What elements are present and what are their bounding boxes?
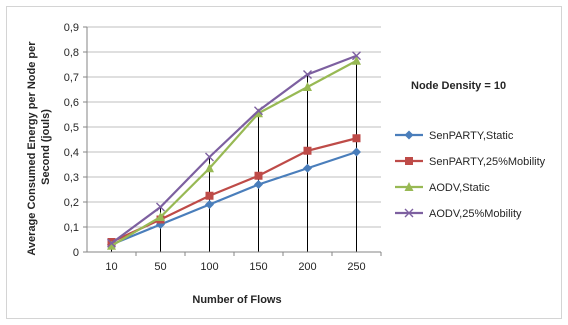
y-axis-title-line-1: Average Consumed Energy per Node per [26, 41, 38, 256]
data-point [205, 163, 214, 173]
data-point [352, 55, 361, 65]
data-point [303, 163, 312, 173]
legend-item: AODV,Static [395, 182, 490, 194]
legend: SenPARTY,Static SenPARTY,25%Mobility AODV,… [395, 130, 546, 220]
drop-lines [111, 55, 357, 252]
data-point [156, 212, 165, 221]
data-point [254, 171, 263, 180]
data-point [205, 152, 214, 162]
x-tick-label: 200 [298, 261, 316, 273]
legend-marker [404, 130, 414, 140]
y-tick-label: 0,4 [64, 147, 79, 159]
series-lines [107, 51, 361, 250]
x-tick-label: 100 [200, 261, 218, 273]
legend-item: SenPARTY,Static [395, 130, 514, 142]
y-axis-title-line-2: Second (jouls) [40, 109, 52, 185]
data-point [303, 70, 312, 79]
y-tick-label: 0,1 [64, 222, 79, 234]
series-line [110, 54, 357, 245]
data-point [303, 146, 312, 155]
legend-label: AODV,25%Mobility [429, 208, 522, 220]
legend-item: SenPARTY,25%Mobility [395, 156, 546, 168]
x-tick-label: 250 [347, 261, 365, 273]
x-tick-label: 10 [105, 261, 117, 273]
data-point [352, 51, 361, 61]
x-tick-label: 50 [154, 261, 166, 273]
y-tick-label: 0,5 [64, 122, 79, 134]
legend-label: SenPARTY,Static [429, 130, 514, 142]
legend-item: AODV,25%Mobility [395, 208, 522, 220]
data-point [254, 180, 263, 189]
line-chart: 0 0,1 0,2 0,3 0,4 0,5 0,6 0,7 0,8 0,9 10 50 100 150 2… [26, 22, 546, 306]
data-point [254, 106, 263, 116]
series-line [111, 137, 357, 243]
legend-marker [404, 208, 414, 218]
chart-area: 0 0,1 0,2 0,3 0,4 0,5 0,6 0,7 0,8 0,9 10 50 100 150 2… [6, 6, 562, 319]
y-tick-label: 0,8 [64, 47, 79, 59]
data-point [156, 202, 165, 212]
data-point [352, 147, 361, 157]
series-4 [107, 51, 361, 248]
data-point [107, 238, 116, 248]
y-tick-label: 0,3 [64, 172, 79, 184]
x-axis-title: Number of Flows [192, 294, 281, 306]
legend-marker [405, 157, 413, 165]
x-tick-label: 150 [249, 261, 267, 273]
data-point [352, 134, 361, 143]
x-tick-labels: 10 50 100 150 200 250 [105, 252, 382, 273]
y-tick-label: 0 [73, 247, 79, 259]
series-line [110, 59, 358, 247]
y-tick-label: 0,2 [64, 197, 79, 209]
y-axis-title: Average Consumed Energy per Node per Sec… [26, 38, 52, 255]
data-point [254, 108, 263, 118]
gridlines [83, 26, 381, 253]
data-point [205, 191, 214, 200]
legend-label: AODV,Static [429, 182, 490, 194]
series-3 [107, 55, 361, 250]
legend-label: SenPARTY,25%Mobility [429, 156, 546, 168]
series-1 [107, 147, 361, 249]
series-2 [107, 134, 361, 246]
y-tick-label: 0,7 [64, 72, 79, 84]
y-tick-labels: 0 0,1 0,2 0,3 0,4 0,5 0,6 0,7 0,8 0,9 [64, 22, 79, 259]
y-tick-label: 0,6 [64, 97, 79, 109]
data-point [205, 200, 214, 209]
y-tick-label: 0,9 [64, 22, 79, 34]
series-line [111, 150, 357, 246]
data-point [303, 82, 312, 91]
data-point [107, 240, 116, 250]
legend-marker [404, 182, 414, 191]
node-density-annotation: Node Density = 10 [411, 80, 506, 92]
